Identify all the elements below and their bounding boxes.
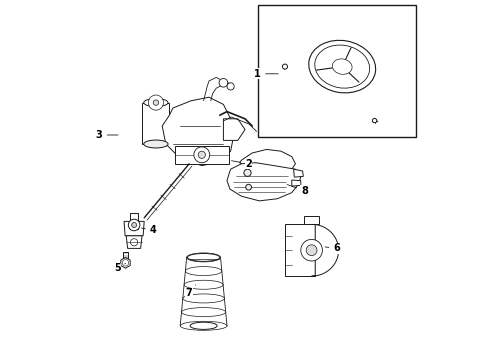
Polygon shape — [130, 213, 139, 229]
Ellipse shape — [144, 140, 168, 148]
Circle shape — [194, 147, 210, 163]
Polygon shape — [124, 221, 144, 236]
Text: 1: 1 — [254, 69, 278, 79]
Text: 8: 8 — [287, 185, 308, 196]
Polygon shape — [121, 257, 130, 268]
Circle shape — [153, 100, 159, 105]
Polygon shape — [285, 224, 315, 276]
Polygon shape — [162, 97, 234, 166]
Ellipse shape — [309, 40, 376, 93]
Polygon shape — [126, 236, 142, 248]
Polygon shape — [312, 224, 339, 276]
Polygon shape — [294, 169, 303, 177]
Circle shape — [227, 83, 234, 90]
Polygon shape — [240, 149, 295, 173]
Polygon shape — [223, 119, 245, 140]
Polygon shape — [227, 163, 301, 201]
Circle shape — [372, 118, 377, 123]
Text: 4: 4 — [142, 225, 157, 235]
Circle shape — [245, 184, 251, 190]
Ellipse shape — [181, 307, 226, 317]
Circle shape — [301, 239, 322, 261]
Ellipse shape — [315, 45, 369, 88]
Text: 3: 3 — [96, 130, 118, 140]
Circle shape — [148, 95, 164, 110]
Ellipse shape — [144, 99, 168, 107]
Ellipse shape — [187, 253, 220, 261]
Polygon shape — [122, 252, 128, 259]
Circle shape — [122, 260, 129, 266]
Ellipse shape — [337, 63, 347, 71]
Ellipse shape — [180, 321, 227, 330]
Circle shape — [282, 64, 288, 69]
Circle shape — [128, 219, 140, 231]
Ellipse shape — [185, 266, 222, 276]
Ellipse shape — [187, 253, 220, 262]
Circle shape — [244, 169, 251, 176]
Circle shape — [130, 239, 138, 246]
Ellipse shape — [332, 59, 352, 74]
Circle shape — [198, 151, 205, 158]
Polygon shape — [292, 180, 301, 186]
Circle shape — [219, 78, 228, 87]
Text: 5: 5 — [114, 263, 125, 273]
Ellipse shape — [183, 294, 224, 303]
Polygon shape — [304, 216, 319, 224]
Text: 6: 6 — [325, 243, 340, 253]
Text: 2: 2 — [232, 159, 252, 169]
Polygon shape — [143, 103, 170, 144]
Bar — [258, 5, 416, 137]
Text: 7: 7 — [186, 285, 196, 298]
Circle shape — [132, 222, 137, 228]
Ellipse shape — [184, 280, 223, 289]
Circle shape — [306, 245, 317, 256]
Ellipse shape — [190, 322, 217, 329]
Polygon shape — [175, 146, 229, 164]
